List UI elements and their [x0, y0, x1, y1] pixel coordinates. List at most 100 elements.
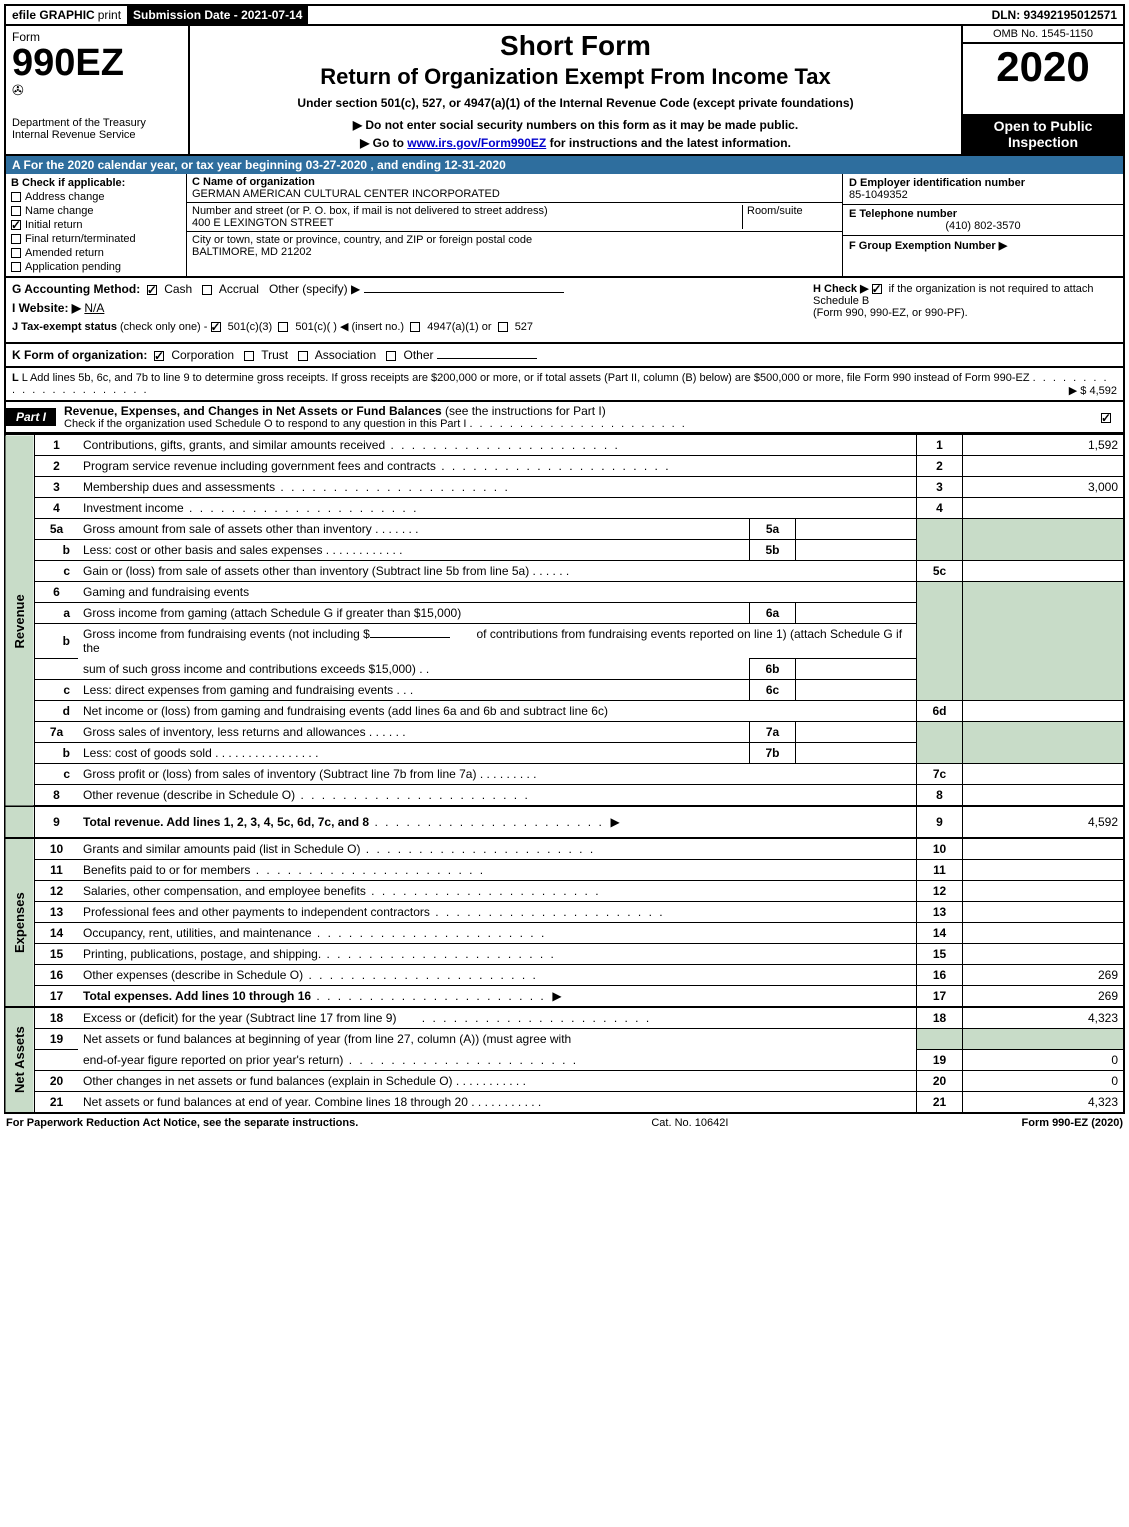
footer-right: Form 990-EZ (2020) [1022, 1117, 1124, 1129]
checkbox-icon[interactable] [298, 351, 308, 361]
part1-title: Revenue, Expenses, and Changes in Net As… [56, 402, 1101, 432]
chk-name-change[interactable]: Name change [11, 205, 181, 217]
table-row: 20 Other changes in net assets or fund b… [5, 1071, 1124, 1092]
g-other-input[interactable] [364, 292, 564, 293]
table-row: 13 Professional fees and other payments … [5, 902, 1124, 923]
city-value: BALTIMORE, MD 21202 [192, 246, 312, 258]
checkbox-icon[interactable] [872, 284, 882, 294]
city-cell: City or town, state or province, country… [187, 232, 842, 260]
l-amount: ▶ $ 4,592 [1069, 384, 1117, 397]
table-row: 6 Gaming and fundraising events [5, 582, 1124, 603]
table-row: 16 Other expenses (describe in Schedule … [5, 965, 1124, 986]
j-note: (check only one) - [120, 321, 207, 333]
checkbox-icon[interactable] [498, 322, 508, 332]
checkbox-icon [11, 248, 21, 258]
org-name-cell: C Name of organization GERMAN AMERICAN C… [187, 174, 842, 203]
checkbox-icon[interactable] [154, 351, 164, 361]
mid-block: H Check ▶ if the organization is not req… [4, 278, 1125, 344]
page-footer: For Paperwork Reduction Act Notice, see … [4, 1114, 1125, 1132]
checkbox-icon[interactable] [202, 285, 212, 295]
table-row: 9 Total revenue. Add lines 1, 2, 3, 4, 5… [5, 806, 1124, 838]
group-exempt-cell: F Group Exemption Number ▶ [843, 236, 1123, 276]
checkbox-icon[interactable] [244, 351, 254, 361]
ein-label: D Employer identification number [849, 177, 1025, 189]
group-label: F Group Exemption Number ▶ [849, 240, 1007, 252]
street-value: 400 E LEXINGTON STREET [192, 217, 334, 229]
h-label: H Check ▶ [813, 283, 869, 295]
table-row: 11 Benefits paid to or for members 11 [5, 860, 1124, 881]
expenses-side-label: Expenses [5, 838, 35, 1007]
tax-period-row: A For the 2020 calendar year, or tax yea… [4, 156, 1125, 174]
table-row: c Gross profit or (loss) from sales of i… [5, 764, 1124, 785]
checkbox-icon[interactable] [410, 322, 420, 332]
checkbox-icon [1101, 413, 1111, 423]
table-row: 7a Gross sales of inventory, less return… [5, 722, 1124, 743]
section-k: K Form of organization: Corporation Trus… [4, 344, 1125, 368]
form-header: Form 990EZ ✇ Department of the Treasury … [4, 26, 1125, 156]
table-row: Revenue 1 Contributions, gifts, grants, … [5, 435, 1124, 456]
submission-date-text: Submission Date - 2021-07-14 [133, 8, 302, 22]
irs-link[interactable]: www.irs.gov/Form990EZ [407, 136, 546, 150]
section-c: C Name of organization GERMAN AMERICAN C… [187, 174, 842, 276]
table-row: 15 Printing, publications, postage, and … [5, 944, 1124, 965]
room-label: Room/suite [747, 205, 803, 217]
chk-amended-return[interactable]: Amended return [11, 247, 181, 259]
street-cell: Number and street (or P. O. box, if mail… [187, 203, 842, 232]
phone-cell: E Telephone number (410) 802-3570 [843, 205, 1123, 236]
form-title-block: Short Form Return of Organization Exempt… [190, 26, 961, 154]
chk-application-pending[interactable]: Application pending [11, 261, 181, 273]
dln-label: DLN: 93492195012571 [986, 6, 1123, 24]
section-l: L L Add lines 5b, 6c, and 7b to line 9 t… [4, 368, 1125, 402]
section-b: B Check if applicable: Address change Na… [6, 174, 187, 276]
goto-pre: ▶ Go to [360, 136, 407, 150]
netassets-side-label: Net Assets [5, 1007, 35, 1113]
k-other-input[interactable] [437, 358, 537, 359]
table-row: 21 Net assets or fund balances at end of… [5, 1092, 1124, 1114]
table-row: 14 Occupancy, rent, utilities, and maint… [5, 923, 1124, 944]
checkbox-icon[interactable] [147, 285, 157, 295]
footer-catalog: Cat. No. 10642I [358, 1117, 1021, 1129]
checkbox-icon[interactable] [386, 351, 396, 361]
checkbox-icon[interactable] [278, 322, 288, 332]
checkbox-icon[interactable] [211, 322, 221, 332]
ssn-warning: ▶ Do not enter social security numbers o… [200, 118, 951, 132]
table-row: 3 Membership dues and assessments 3 3,00… [5, 477, 1124, 498]
checkbox-icon [11, 206, 21, 216]
entity-block: B Check if applicable: Address change Na… [4, 174, 1125, 278]
table-row: 4 Investment income 4 [5, 498, 1124, 519]
table-row: c Gain or (loss) from sale of assets oth… [5, 561, 1124, 582]
checkbox-icon [11, 220, 21, 230]
checkbox-icon [11, 192, 21, 202]
chk-final-return[interactable]: Final return/terminated [11, 233, 181, 245]
submission-date-badge: Submission Date - 2021-07-14 [127, 6, 308, 24]
goto-post: for instructions and the latest informat… [546, 136, 791, 150]
ein-cell: D Employer identification number 85-1049… [843, 174, 1123, 205]
financial-table: Revenue 1 Contributions, gifts, grants, … [4, 434, 1125, 1114]
chk-initial-return[interactable]: Initial return [11, 219, 181, 231]
table-row: d Net income or (loss) from gaming and f… [5, 701, 1124, 722]
part1-checkbox[interactable] [1101, 410, 1123, 424]
table-row: end-of-year figure reported on prior yea… [5, 1050, 1124, 1071]
tax-year: 2020 [963, 44, 1123, 90]
table-row: Net Assets 18 Excess or (deficit) for th… [5, 1007, 1124, 1029]
short-form-title: Short Form [200, 30, 951, 62]
table-row: Expenses 10 Grants and similar amounts p… [5, 838, 1124, 860]
efile-label: efile [12, 8, 36, 22]
city-label: City or town, state or province, country… [192, 234, 532, 246]
revenue-side-label: Revenue [5, 435, 35, 807]
i-label: I Website: ▶ [12, 301, 81, 315]
dots-leader [469, 418, 686, 430]
under-section-text: Under section 501(c), 527, or 4947(a)(1)… [200, 96, 951, 110]
chk-address-change[interactable]: Address change [11, 191, 181, 203]
irs-label: Internal Revenue Service [12, 129, 182, 141]
phone-value: (410) 802-3570 [849, 220, 1117, 232]
print-label: print [98, 8, 121, 22]
section-h: H Check ▶ if the organization is not req… [813, 282, 1113, 319]
footer-left: For Paperwork Reduction Act Notice, see … [6, 1117, 358, 1129]
website-value: N/A [84, 301, 104, 315]
checkbox-icon [11, 234, 21, 244]
efile-button[interactable]: efile GRAPHIC print [6, 6, 127, 24]
g-label: G Accounting Method: [12, 282, 140, 296]
top-bar: efile GRAPHIC print Submission Date - 20… [4, 4, 1125, 26]
department-label: Department of the Treasury [12, 117, 182, 129]
